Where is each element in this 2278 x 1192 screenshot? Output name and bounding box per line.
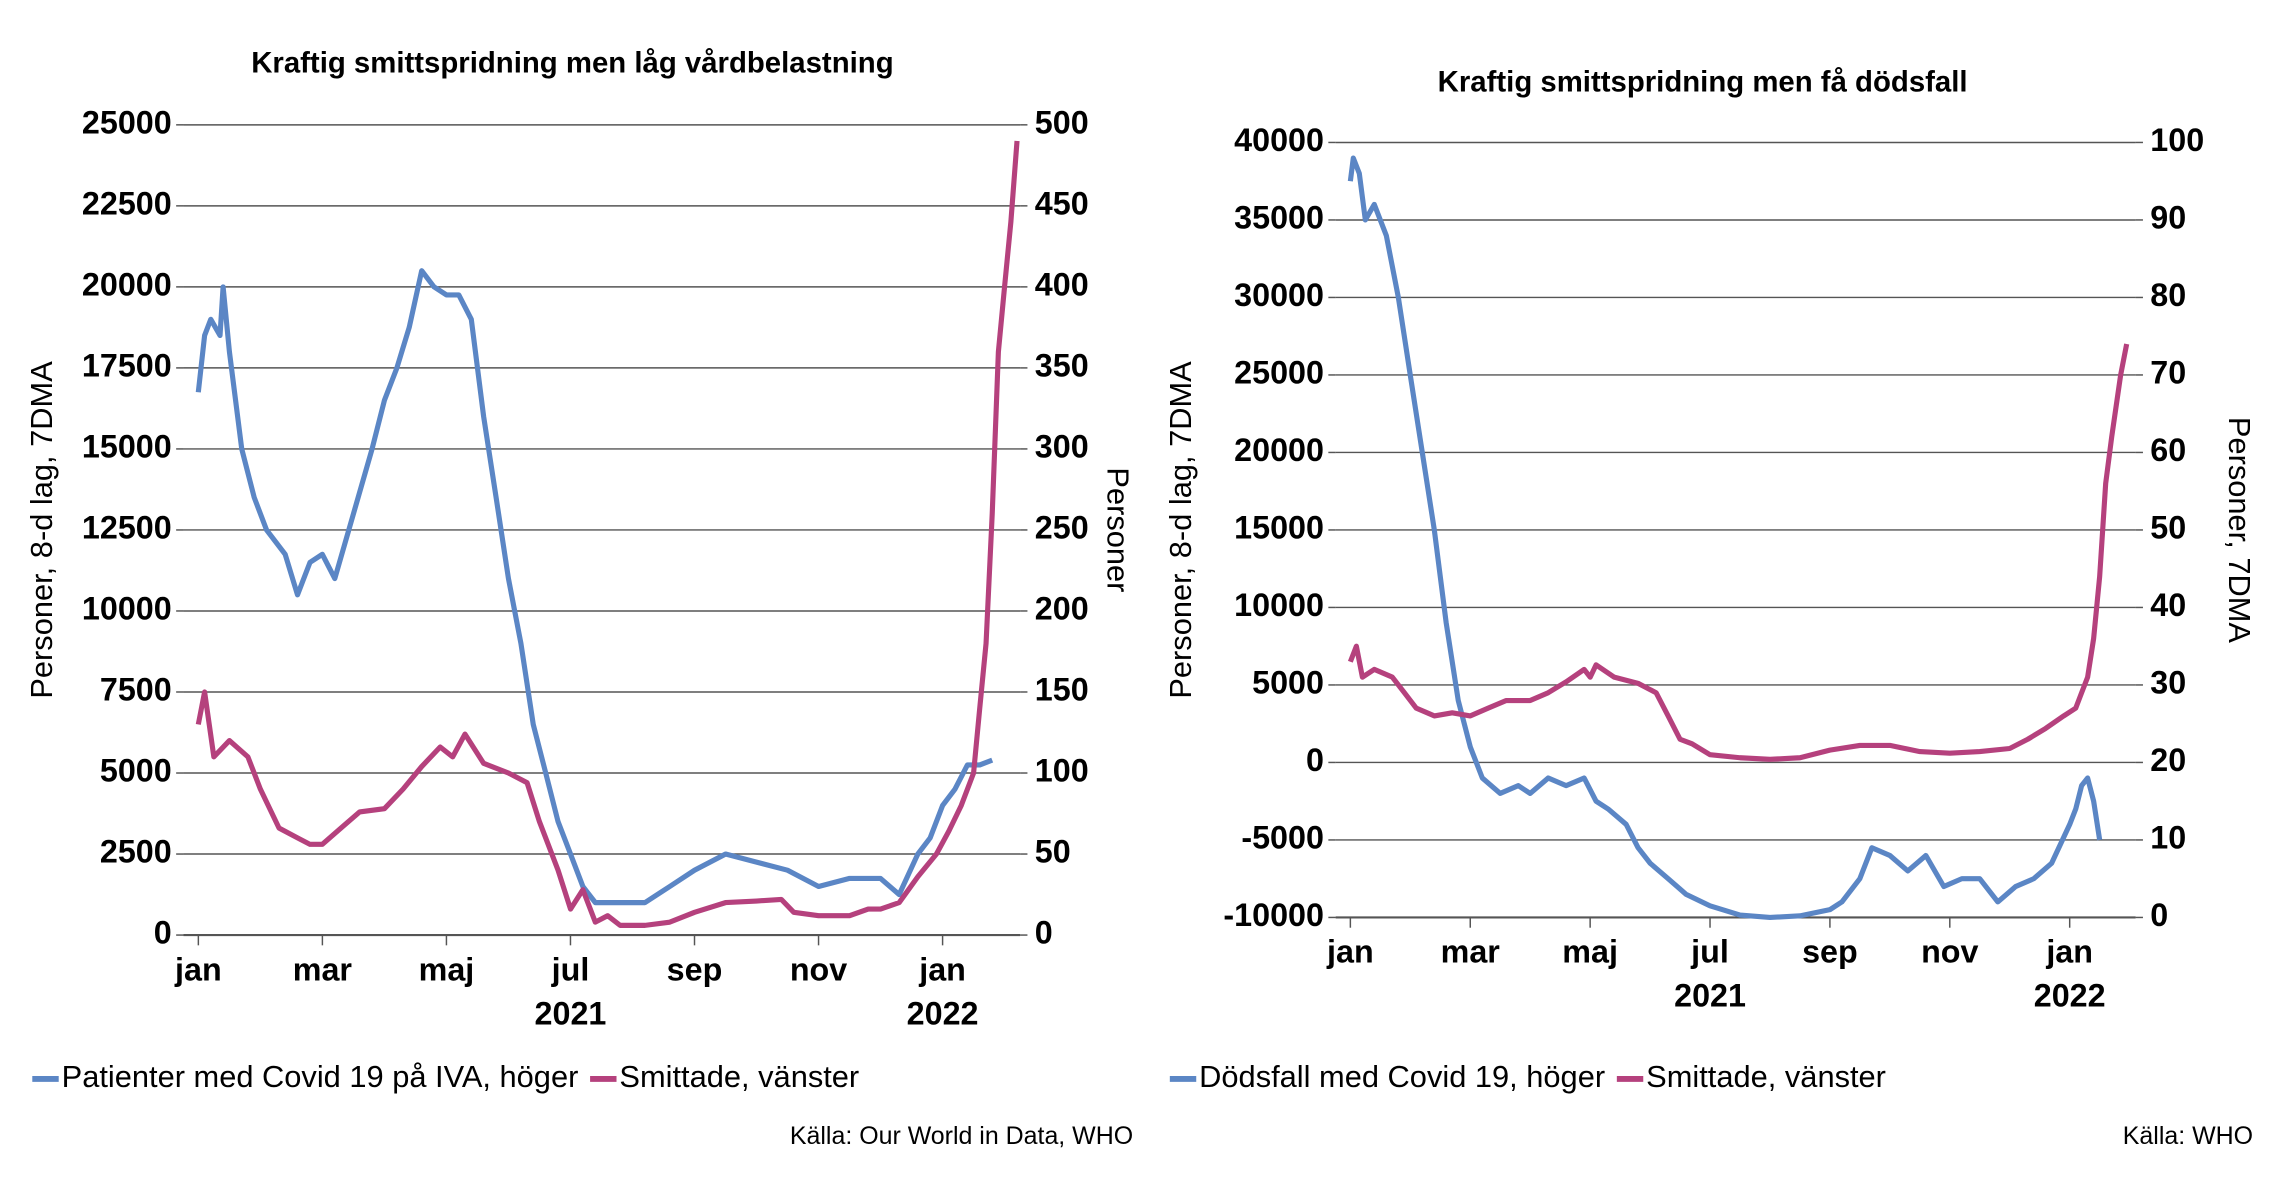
y2-tick-label: 500 — [1035, 104, 1089, 140]
y-tick-label: -10000 — [1223, 897, 1324, 933]
y2-tick-label: 50 — [2150, 509, 2186, 545]
y2-tick-label: 40 — [2150, 587, 2186, 623]
y-tick-label: 25000 — [1234, 354, 1324, 390]
x-tick-label: maj — [1562, 934, 1618, 970]
y-tick-label: 35000 — [1234, 199, 1324, 235]
x-group-label: 2021 — [535, 995, 607, 1031]
chart-title: Kraftig smittspridning men få dödsfall — [1438, 65, 1968, 98]
x-tick-label: mar — [1441, 934, 1501, 970]
legend-label: Smittade, vänster — [1646, 1059, 1886, 1094]
x-tick-label: maj — [419, 951, 475, 987]
y-tick-label: 12500 — [82, 509, 172, 545]
y-tick-label: 2500 — [100, 834, 172, 870]
y-tick-label: 10000 — [1234, 587, 1324, 623]
x-tick-label: sep — [1802, 934, 1858, 970]
y2-tick-label: 100 — [1035, 753, 1089, 789]
y-tick-label: 25000 — [82, 104, 172, 140]
x-tick-label: nov — [790, 951, 847, 987]
y-tick-label: 20000 — [82, 266, 172, 302]
x-tick-label: jan — [174, 951, 222, 987]
y2-tick-label: 150 — [1035, 672, 1089, 708]
series-line — [195, 140, 1020, 928]
x-tick-label: jan — [2045, 934, 2093, 970]
y2-tick-label: 30 — [2150, 664, 2186, 700]
x-tick-label: sep — [667, 951, 723, 987]
y-tick-label: 5000 — [100, 753, 172, 789]
y2-tick-label: 300 — [1035, 428, 1089, 464]
series-line — [1347, 155, 2103, 921]
y2-tick-label: 10 — [2150, 819, 2186, 855]
y2-tick-label: 80 — [2150, 277, 2186, 313]
x-tick-label: nov — [1921, 934, 1978, 970]
x-group-label: 2022 — [2034, 978, 2106, 1014]
y-tick-label: 22500 — [82, 185, 172, 221]
y-tick-label: 20000 — [1234, 432, 1324, 468]
y2-tick-label: 100 — [2150, 122, 2204, 158]
series-line — [1347, 343, 2130, 762]
y2-tick-label: 50 — [1035, 834, 1071, 870]
y2-tick-label: 0 — [2150, 897, 2168, 933]
y2-axis-label: Personer, 7DMA — [2222, 417, 2257, 644]
y-tick-label: -5000 — [1241, 819, 1324, 855]
y-tick-label: 17500 — [82, 347, 172, 383]
y-tick-label: 5000 — [1252, 664, 1324, 700]
y-tick-label: 40000 — [1234, 122, 1324, 158]
y-tick-label: 15000 — [82, 428, 172, 464]
source: Källa: WHO — [2123, 1122, 2253, 1150]
y2-tick-label: 90 — [2150, 199, 2186, 235]
series-line — [195, 268, 994, 906]
y2-tick-label: 0 — [1035, 915, 1053, 951]
y2-tick-label: 20 — [2150, 742, 2186, 778]
x-tick-label: jan — [1326, 934, 1374, 970]
y2-axis-label: Personer — [1100, 467, 1135, 592]
y-tick-label: 15000 — [1234, 509, 1324, 545]
legend-label: Smittade, vänster — [619, 1059, 859, 1094]
x-group-label: 2021 — [1674, 978, 1746, 1014]
y-axis-label: Personer, 8-d lag, 7DMA — [1163, 361, 1198, 699]
x-tick-label: jul — [1690, 934, 1729, 970]
legend-label: Dödsfall med Covid 19, höger — [1199, 1059, 1605, 1094]
chart-title: Kraftig smittspridning men låg vårdbelas… — [251, 46, 893, 79]
y-tick-label: 7500 — [100, 672, 172, 708]
source: Källa: Our World in Data, WHO — [790, 1122, 1133, 1150]
y-tick-label: 0 — [154, 915, 172, 951]
y-tick-label: 30000 — [1234, 277, 1324, 313]
x-group-label: 2022 — [907, 995, 979, 1031]
y-tick-label: 0 — [1306, 742, 1324, 778]
y2-tick-label: 60 — [2150, 432, 2186, 468]
y2-tick-label: 400 — [1035, 266, 1089, 302]
x-tick-label: mar — [293, 951, 353, 987]
y2-tick-label: 70 — [2150, 354, 2186, 390]
y2-tick-label: 450 — [1035, 185, 1089, 221]
x-tick-label: jan — [918, 951, 966, 987]
y-tick-label: 10000 — [82, 591, 172, 627]
y2-tick-label: 250 — [1035, 509, 1089, 545]
legend-label: Patienter med Covid 19 på IVA, höger — [62, 1059, 579, 1094]
y-axis-label: Personer, 8-d lag, 7DMA — [24, 361, 59, 699]
y2-tick-label: 350 — [1035, 347, 1089, 383]
x-tick-label: jul — [551, 951, 590, 987]
y2-tick-label: 200 — [1035, 591, 1089, 627]
